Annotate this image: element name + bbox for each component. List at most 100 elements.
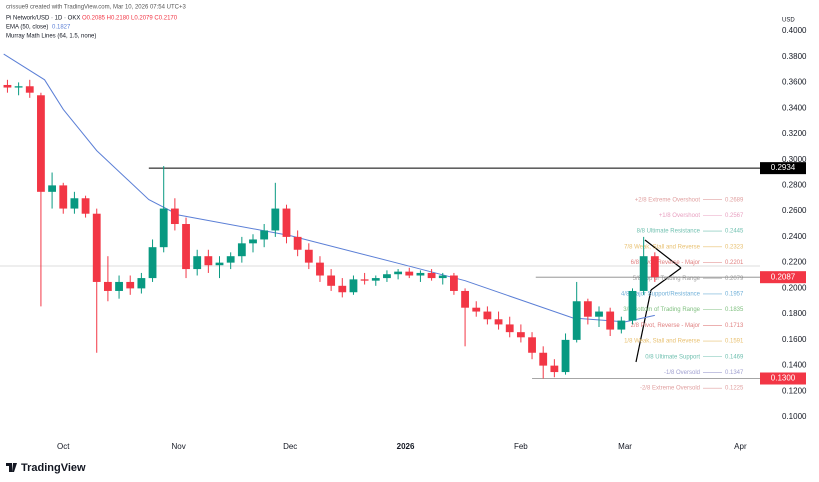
candle-body bbox=[494, 319, 503, 325]
candle-body bbox=[505, 324, 514, 333]
candle-body bbox=[595, 311, 603, 317]
y-tick-label: 0.2600 bbox=[782, 206, 807, 215]
credit: crissue9 created with TradingView.com, M… bbox=[6, 5, 186, 11]
murray-value: 0.2079 bbox=[725, 276, 744, 282]
candle-body bbox=[650, 256, 659, 278]
pennant-line bbox=[644, 239, 682, 269]
candle-body bbox=[450, 275, 458, 291]
candle-body bbox=[371, 278, 380, 281]
candle-body bbox=[204, 256, 213, 266]
y-tick-label: 0.2400 bbox=[782, 232, 807, 241]
candle-body bbox=[427, 272, 436, 279]
murray-value: 0.2445 bbox=[725, 229, 744, 235]
murray-value: 0.2567 bbox=[725, 213, 744, 219]
candle-body bbox=[215, 262, 224, 266]
murray-value: 0.1713 bbox=[725, 323, 744, 329]
candle-body bbox=[3, 84, 12, 88]
murray-value: 0.1469 bbox=[725, 354, 744, 360]
murray-value: 0.2323 bbox=[725, 244, 744, 250]
x-tick-label: Mar bbox=[618, 442, 632, 451]
candle-body bbox=[14, 86, 23, 88]
murray-value: 0.1225 bbox=[725, 386, 744, 392]
murray-label: 6/8 Pivot, Reverse - Major bbox=[631, 260, 700, 266]
murray-label: 8/8 Ultimate Resistance bbox=[637, 229, 701, 235]
murray-value: 0.2689 bbox=[725, 197, 744, 203]
candle-body bbox=[561, 339, 570, 373]
y-tick-label: 0.2800 bbox=[782, 180, 807, 189]
pennant-line bbox=[650, 267, 682, 291]
x-tick-label: Oct bbox=[57, 442, 70, 451]
x-tick-label: Feb bbox=[514, 442, 528, 451]
candle-body bbox=[438, 275, 447, 279]
currency: USD bbox=[782, 18, 795, 24]
y-tick-label: 0.1800 bbox=[782, 309, 807, 318]
murray-label: 3/8 Bottom of Trading Range bbox=[623, 307, 700, 313]
murray-legend: Murray Math Lines (64, 1.5, none) bbox=[6, 34, 96, 40]
ema-legend: EMA (50, close) bbox=[6, 25, 48, 31]
candle-body bbox=[461, 290, 469, 308]
y-tick-label: 0.2000 bbox=[782, 283, 807, 292]
candle-body bbox=[115, 281, 123, 291]
murray-value: 0.1835 bbox=[725, 307, 744, 313]
y-tick-label: 0.1600 bbox=[782, 335, 807, 344]
y-tick-label: 0.3400 bbox=[782, 103, 807, 112]
y-tick-label: 0.4000 bbox=[782, 26, 807, 35]
x-tick-label: Apr bbox=[734, 442, 747, 451]
level-box bbox=[760, 372, 806, 385]
candle-body bbox=[237, 243, 246, 257]
candle-body bbox=[516, 332, 525, 338]
candle-body bbox=[316, 262, 324, 276]
ohlc: O0.2085 H0.2180 L0.2079 C0.2170 bbox=[82, 16, 178, 22]
candle-body bbox=[327, 275, 336, 286]
symbol: Pi Network/USD · 1D · OKX bbox=[6, 16, 80, 22]
candle-body bbox=[639, 256, 648, 291]
candle-body bbox=[472, 307, 481, 312]
murray-label: 7/8 Weak, Stall and Reverse bbox=[624, 244, 701, 250]
candle-body bbox=[249, 239, 257, 244]
candle-body bbox=[293, 236, 302, 250]
y-tick-label: 0.1400 bbox=[782, 361, 807, 370]
candle-body bbox=[37, 95, 45, 192]
murray-value: 0.1347 bbox=[725, 370, 744, 376]
level-label: 0.1300 bbox=[771, 374, 796, 383]
candle-body bbox=[617, 320, 626, 330]
candle-body bbox=[226, 256, 235, 263]
candle-body bbox=[416, 272, 425, 276]
candle-body bbox=[606, 311, 615, 330]
murray-label: -2/8 Extreme Oversold bbox=[640, 386, 700, 392]
murray-label: 0/8 Ultimate Support bbox=[645, 354, 700, 360]
candle-body bbox=[583, 301, 592, 317]
murray-label: 2/8 Pivot, Reverse - Major bbox=[631, 323, 700, 329]
murray-label: 4/8 Major Support/Resistance bbox=[621, 291, 701, 297]
candle-body bbox=[25, 86, 34, 93]
murray-value: 0.1591 bbox=[725, 339, 744, 345]
candle-body bbox=[304, 249, 313, 263]
ema-value: 0.1827 bbox=[52, 25, 71, 31]
candle-body bbox=[92, 213, 101, 282]
candle-body bbox=[48, 185, 56, 192]
candle-body bbox=[405, 271, 414, 276]
murray-value: 0.1957 bbox=[725, 291, 744, 297]
y-tick-label: 0.1000 bbox=[782, 412, 807, 421]
pennant bbox=[635, 239, 682, 363]
candle-body bbox=[170, 208, 179, 225]
candle-body bbox=[349, 279, 358, 293]
murray-label: +2/8 Extreme Overshoot bbox=[635, 197, 701, 203]
candle-body bbox=[539, 352, 548, 366]
candle-body bbox=[148, 247, 157, 279]
murray-label: -1/8 Oversold bbox=[664, 370, 700, 376]
candle-body bbox=[159, 208, 168, 248]
candle-body bbox=[126, 281, 135, 289]
level-label: 0.2087 bbox=[771, 272, 796, 281]
x-tick-label: Nov bbox=[171, 442, 185, 451]
level-box bbox=[760, 271, 806, 284]
candle-body bbox=[572, 301, 581, 340]
pennant-line bbox=[635, 289, 652, 363]
murray-value: 0.2201 bbox=[725, 260, 744, 266]
murray-label: +1/8 Overshoot bbox=[659, 213, 701, 219]
candle-body bbox=[360, 279, 369, 281]
y-tick-label: 0.3000 bbox=[782, 155, 807, 164]
candle-body bbox=[59, 185, 68, 209]
